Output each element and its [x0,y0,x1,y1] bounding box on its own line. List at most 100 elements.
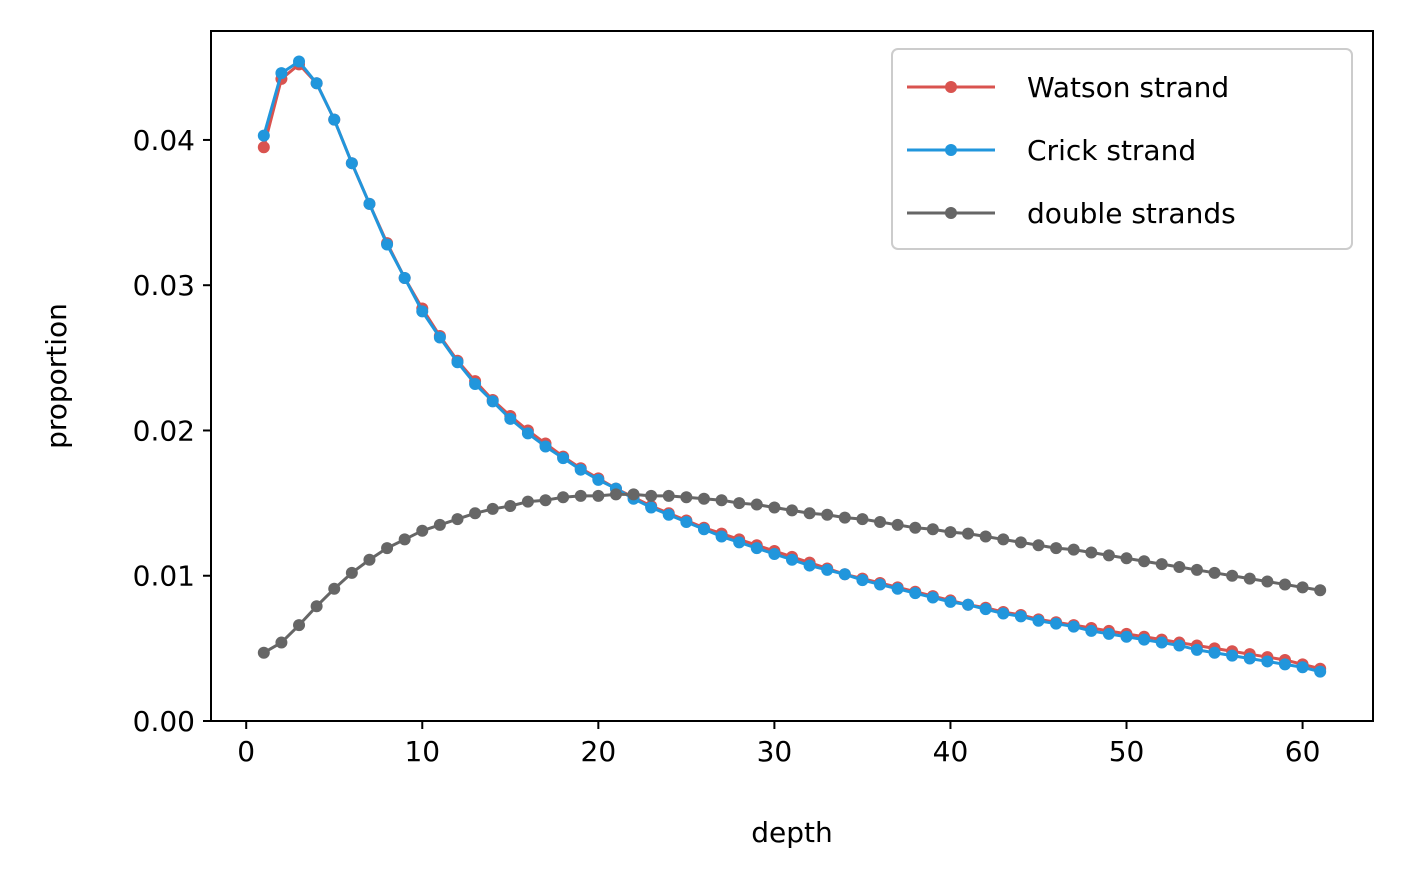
data-point [733,497,746,510]
data-point [1032,614,1045,627]
data-point [1261,575,1274,588]
data-point [1050,617,1063,630]
data-point [469,507,482,520]
y-tick-label: 0.03 [133,269,195,302]
data-point [926,591,939,604]
data-point [257,646,270,659]
data-point [433,331,446,344]
data-point [926,523,939,536]
series-double-strands [257,488,1327,659]
data-point [293,55,306,68]
data-point [715,494,728,507]
data-point [609,488,622,501]
x-tick-label: 0 [237,735,255,768]
data-point [944,595,957,608]
x-tick-label: 60 [1285,735,1321,768]
legend-swatch-marker [945,144,957,156]
data-point [1102,627,1115,640]
data-point [1261,655,1274,668]
data-point [433,518,446,531]
data-point [1155,558,1168,571]
data-point [1243,652,1256,665]
legend-item: Watson strand [907,71,1229,104]
data-point [398,271,411,284]
legend-swatch-marker [945,81,957,93]
data-point [328,113,341,126]
legend-label: double strands [1027,197,1236,230]
data-point [1278,578,1291,591]
data-point [486,395,499,408]
data-point [539,494,552,507]
data-point [1208,646,1221,659]
legend-label: Crick strand [1027,134,1196,167]
data-point [979,603,992,616]
data-point [1226,649,1239,662]
data-point [557,452,570,465]
data-point [1085,546,1098,559]
data-point [750,498,763,511]
data-point [504,500,517,513]
data-point [768,547,781,560]
data-point [979,530,992,543]
data-point [486,502,499,515]
legend-box [891,48,1353,250]
data-point [381,542,394,555]
data-point [909,587,922,600]
data-point [962,527,975,540]
x-tick-label: 20 [581,735,617,768]
data-point [1208,566,1221,579]
data-point [627,488,640,501]
data-point [1190,643,1203,656]
data-point [1173,639,1186,652]
data-point [1120,552,1133,565]
data-point [997,533,1010,546]
data-point [909,521,922,534]
data-point [821,563,834,576]
data-point [310,600,323,613]
data-point [1155,636,1168,649]
data-point [1138,633,1151,646]
data-point [803,507,816,520]
legend: Watson strand Crick strand double strands [891,48,1353,250]
data-point [592,489,605,502]
data-point [1243,572,1256,585]
x-axis-label: depth [751,816,833,849]
y-axis: 0.00 0.01 0.02 0.03 0.04 [133,124,211,738]
data-point [557,491,570,504]
data-point [750,542,763,555]
data-point [1138,555,1151,568]
data-point [733,536,746,549]
data-point [856,513,869,526]
data-point [768,501,781,514]
legend-item: Crick strand [907,134,1196,167]
data-point [1278,658,1291,671]
data-point [715,530,728,543]
data-point [874,578,887,591]
series-crick-strand [257,55,1327,678]
data-point [662,489,675,502]
data-point [856,574,869,587]
data-point [944,526,957,539]
data-point [1314,665,1327,678]
data-point [257,129,270,142]
legend-swatch-marker [945,207,957,219]
data-point [1050,542,1063,555]
data-point [1085,624,1098,637]
y-tick-label: 0.01 [133,560,195,593]
data-point [1173,561,1186,574]
data-point [574,463,587,476]
data-point [521,427,534,440]
data-point [1296,661,1309,674]
data-point [1190,563,1203,576]
data-point [416,524,429,537]
data-point [1314,584,1327,597]
data-point [416,305,429,318]
data-point [645,501,658,514]
data-point [1067,543,1080,556]
data-point [1067,620,1080,633]
legend-label: Watson strand [1027,71,1229,104]
data-point [1102,549,1115,562]
x-tick-label: 40 [933,735,969,768]
data-point [645,489,658,502]
